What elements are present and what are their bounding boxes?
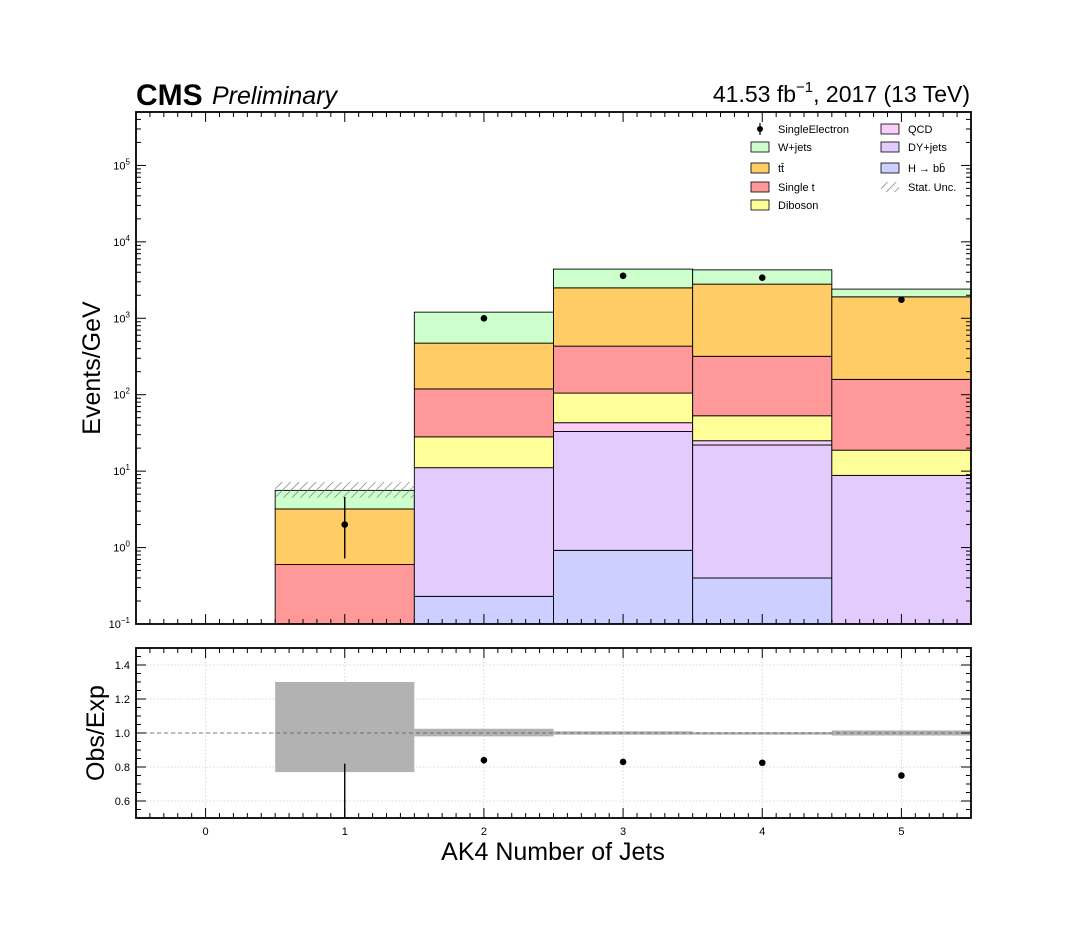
bar-diboson-5	[831, 449, 972, 476]
y-tick-label: 101	[113, 463, 130, 478]
data-point-3	[619, 272, 627, 280]
bar-hbb-3	[553, 549, 694, 625]
main-panel: 10−1 100 101 102 103 104 105 Events/GeV	[78, 111, 972, 631]
legend-label: QCD	[908, 124, 933, 136]
bar-wjets-5	[831, 288, 972, 298]
ratio-y-tick-label: 0.6	[115, 796, 130, 808]
bar-qcd-4	[692, 440, 833, 446]
stacked-bars	[274, 268, 972, 625]
ratio-unc-1	[275, 682, 415, 773]
x-tick-label: 3	[620, 826, 626, 838]
legend-swatch	[880, 141, 900, 153]
ratio-y-tick-label: 1.2	[115, 694, 130, 706]
bar-qcd-3	[553, 422, 694, 432]
x-tick-label: 2	[481, 826, 487, 838]
ratio-unc-4	[692, 732, 832, 735]
legend-swatch	[880, 162, 900, 174]
legend-label: H → bb̄	[908, 162, 945, 175]
y-tick-label: 100	[113, 540, 130, 555]
ratio-point-2	[480, 756, 488, 764]
bar-dy-5	[831, 474, 972, 625]
legend-label: W+jets	[778, 142, 812, 154]
bar-singlet-5	[831, 378, 972, 451]
bar-singlet-2	[413, 388, 554, 438]
ratio-y-tick-label: 0.8	[115, 762, 130, 774]
legend-label: Single t	[778, 182, 815, 194]
bar-ttbar-4	[692, 283, 833, 357]
y-tick-label: 102	[113, 387, 130, 402]
legend-swatch	[880, 123, 900, 135]
ratio-point-4	[758, 759, 766, 767]
ratio-panel: 0.6 0.8 1.0 1.2 1.4 0 1 2 3 4 5 Obs/Exp AK4 Number…	[82, 647, 972, 866]
lumi-exponent: −1	[796, 79, 813, 96]
ratio-unc-2	[414, 728, 554, 737]
main-frame	[135, 111, 972, 625]
ratio-frame	[135, 647, 972, 819]
main-y-axis-label: Events/GeV	[78, 301, 106, 435]
legend-label: tt̄	[778, 163, 784, 175]
legend-swatch	[750, 181, 770, 193]
legend-label: Stat. Unc.	[908, 182, 956, 194]
lumi-rest: , 2017 (13 TeV)	[813, 81, 970, 107]
ratio-y-tick-label: 1.4	[115, 660, 130, 672]
bar-ttbar-3	[553, 287, 694, 347]
preliminary-label: Preliminary	[212, 82, 339, 110]
legend: SingleElectron QCD W+jets DY+jets tt̄ H → bb̄…	[750, 123, 956, 212]
y-tick-label: 104	[113, 234, 130, 249]
y-tick-label: 10−1	[109, 616, 131, 631]
x-tick-label: 5	[898, 826, 904, 838]
ratio-unc-3	[553, 731, 693, 735]
bar-diboson-2	[413, 436, 554, 469]
bar-ttbar-2	[413, 342, 554, 390]
ratio-unc-band	[275, 682, 971, 773]
legend-data-marker	[757, 126, 763, 132]
ratio-ticks: 0.6 0.8 1.0 1.2 1.4 0 1 2 3 4 5	[115, 648, 972, 838]
stat-unc-band	[275, 482, 415, 498]
legend-label: Diboson	[778, 200, 818, 212]
bar-diboson-4	[692, 415, 833, 442]
legend-swatch	[750, 162, 770, 174]
y-tick-label: 105	[113, 157, 130, 172]
legend-label: SingleElectron	[778, 124, 849, 136]
legend-swatch	[750, 199, 770, 211]
x-tick-label: 0	[203, 826, 209, 838]
y-tick-label: 103	[113, 310, 130, 325]
bar-wjets-2	[413, 311, 554, 344]
ratio-y-tick-label: 1.0	[115, 728, 130, 740]
bar-dy-2	[413, 467, 554, 597]
bar-dy-4	[692, 444, 833, 579]
x-tick-label: 4	[759, 826, 765, 838]
ratio-y-axis-label: Obs/Exp	[82, 685, 110, 781]
ratio-points	[344, 756, 905, 818]
data-point-4	[758, 274, 766, 281]
legend-hatch-swatch	[881, 182, 899, 192]
x-tick-label: 1	[342, 826, 348, 838]
legend-label: DY+jets	[908, 142, 947, 154]
data-points	[341, 272, 905, 559]
stat-unc-hatch-1	[275, 482, 415, 498]
bar-diboson-3	[553, 392, 694, 424]
ratio-point-3	[619, 758, 627, 766]
x-axis-label: AK4 Number of Jets	[441, 838, 665, 866]
lumi-label: 41.53 fb−1, 2017 (13 TeV)	[713, 79, 970, 107]
cms-label: CMS	[136, 79, 203, 112]
bar-dy-3	[553, 431, 694, 551]
lumi-value: 41.53 fb	[713, 81, 796, 107]
bar-ttbar-5	[831, 296, 972, 380]
legend-swatch	[750, 141, 770, 153]
data-point-1	[341, 521, 349, 528]
ratio-point-5	[898, 772, 905, 779]
bar-singlet-3	[553, 345, 694, 394]
bar-singlet-4	[692, 355, 833, 417]
data-point-5	[898, 296, 905, 304]
data-point-2	[480, 314, 488, 322]
